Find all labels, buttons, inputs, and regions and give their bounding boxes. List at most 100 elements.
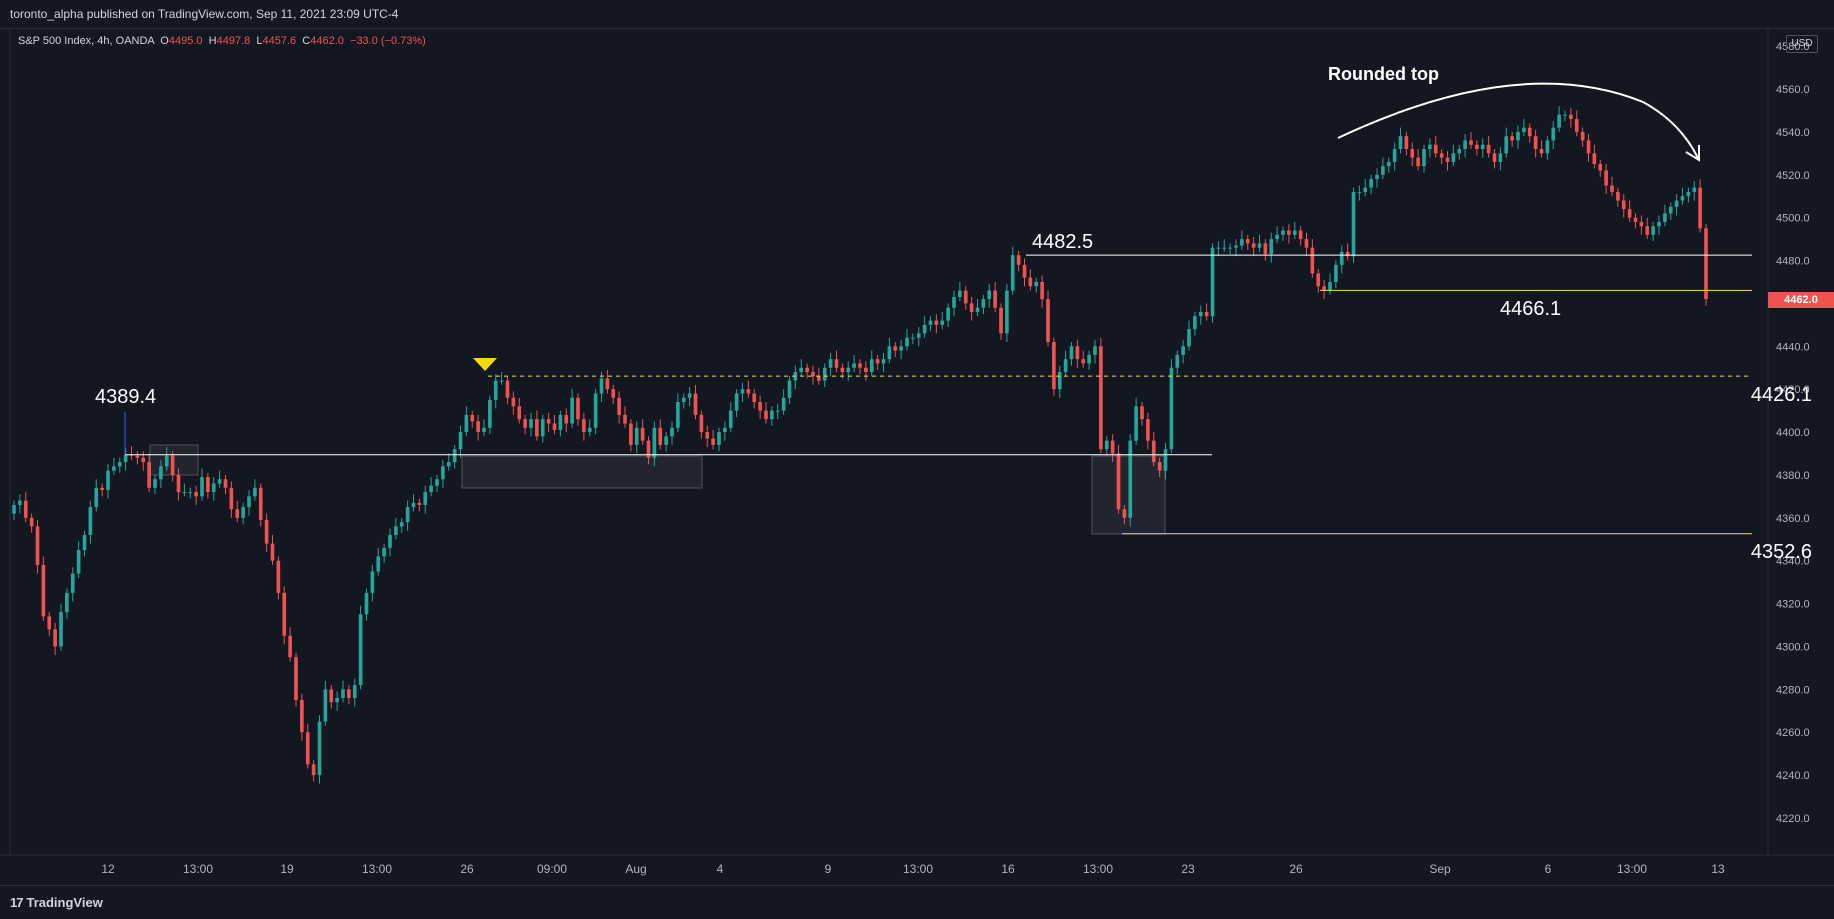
candle-body bbox=[1357, 191, 1362, 193]
candle-body bbox=[1263, 243, 1268, 255]
y-tick-label: 4360.0 bbox=[1776, 513, 1810, 525]
candle-body bbox=[1257, 243, 1262, 248]
candle-body bbox=[1569, 114, 1573, 120]
candle-body bbox=[1574, 119, 1579, 132]
candle-body bbox=[335, 697, 339, 703]
candle-body bbox=[1345, 251, 1350, 257]
candle-body bbox=[529, 419, 533, 428]
candle-body bbox=[1451, 153, 1456, 162]
x-tick-label: 09:00 bbox=[537, 862, 567, 876]
candle-body bbox=[1234, 245, 1238, 248]
candle-body bbox=[70, 573, 75, 593]
candle-body bbox=[1369, 179, 1373, 188]
candle-body bbox=[717, 432, 721, 445]
candle-body bbox=[699, 414, 704, 433]
x-tick-label: 12 bbox=[101, 862, 115, 876]
candle-body bbox=[1439, 153, 1444, 158]
publish-header: toronto_alpha published on TradingView.c… bbox=[0, 0, 1834, 29]
candle-body bbox=[411, 502, 416, 508]
open-label: O bbox=[160, 35, 169, 47]
x-tick-label: 9 bbox=[825, 862, 832, 876]
candle-body bbox=[147, 462, 151, 488]
candle-body bbox=[282, 592, 287, 636]
x-tick-label: 26 bbox=[460, 862, 474, 876]
candle-body bbox=[1087, 354, 1091, 364]
x-tick-label: 16 bbox=[1001, 862, 1015, 876]
candle-body bbox=[723, 427, 727, 433]
candle-body bbox=[1498, 153, 1503, 162]
x-tick-label: 13 bbox=[1711, 862, 1725, 876]
candle-body bbox=[1686, 191, 1691, 197]
level-label-4389-4: 4389.4 bbox=[95, 386, 156, 408]
candle-body bbox=[1005, 290, 1009, 334]
candle-body bbox=[1157, 462, 1162, 471]
candle-body bbox=[1668, 206, 1673, 214]
candle-body bbox=[76, 549, 81, 574]
y-tick-label: 4480.0 bbox=[1776, 256, 1810, 268]
candle-body bbox=[1463, 140, 1467, 150]
candle-body bbox=[511, 397, 516, 407]
candle-body bbox=[1657, 221, 1661, 227]
candle-body bbox=[1398, 136, 1403, 150]
candle-body bbox=[875, 359, 880, 364]
candle-body bbox=[811, 372, 815, 377]
candle-body bbox=[1010, 255, 1015, 291]
candle-body bbox=[1304, 239, 1309, 248]
close-label: C bbox=[302, 35, 311, 47]
candle-body bbox=[1480, 144, 1485, 150]
candle-body bbox=[1381, 166, 1385, 175]
candle-body bbox=[981, 299, 986, 308]
candle-body bbox=[123, 454, 128, 463]
candle-body bbox=[1198, 311, 1203, 317]
candle-body bbox=[1551, 127, 1556, 141]
candle-body bbox=[47, 616, 52, 630]
candle-body bbox=[1510, 136, 1514, 141]
x-tick-label: 23 bbox=[1181, 862, 1195, 876]
candle-body bbox=[441, 466, 445, 480]
candle-body bbox=[488, 399, 492, 428]
candle-body bbox=[1704, 228, 1708, 300]
candle-body bbox=[576, 397, 580, 420]
candle-body bbox=[1539, 149, 1544, 154]
candle-body bbox=[1251, 243, 1256, 248]
candle-body bbox=[1604, 170, 1608, 186]
candle-body bbox=[1240, 239, 1244, 246]
candle-body bbox=[135, 455, 140, 458]
candle-body bbox=[869, 359, 874, 373]
candle-body bbox=[681, 397, 686, 403]
candle-body bbox=[1516, 131, 1520, 141]
level-label-4426-1: 4426.1 bbox=[1751, 384, 1812, 406]
candle-body bbox=[629, 423, 633, 445]
candle-body bbox=[1281, 230, 1285, 235]
candle-body bbox=[65, 592, 69, 613]
candle-body bbox=[1469, 140, 1473, 145]
candle-body bbox=[640, 427, 645, 441]
candle-body bbox=[1610, 185, 1614, 192]
candle-body bbox=[758, 402, 762, 411]
candle-body bbox=[41, 564, 46, 617]
candle-body bbox=[764, 410, 768, 420]
candle-body bbox=[1527, 127, 1532, 137]
candle-body bbox=[499, 380, 504, 382]
candle-body bbox=[828, 359, 833, 368]
rounded-top-note: Rounded top bbox=[1328, 64, 1439, 84]
candle-body bbox=[153, 479, 157, 488]
candle-body bbox=[505, 380, 510, 398]
candle-body bbox=[1533, 136, 1538, 150]
currency-button[interactable]: USD bbox=[1786, 35, 1818, 53]
candle-body bbox=[1046, 299, 1050, 343]
candle-body bbox=[458, 432, 463, 450]
candle-body bbox=[905, 337, 909, 347]
candle-body bbox=[1204, 311, 1209, 317]
candle-body bbox=[141, 457, 146, 463]
candle-body bbox=[294, 657, 298, 701]
tradingview-logo[interactable]: 17 TradingView bbox=[10, 895, 103, 910]
candle-body bbox=[1104, 440, 1109, 450]
candle-body bbox=[241, 507, 245, 518]
candle-body bbox=[787, 380, 792, 398]
candle-body bbox=[611, 389, 616, 398]
candle-body bbox=[247, 496, 251, 508]
price-chart[interactable]: 4220.0 4240.0 4260.0 4280.0 4300.0 4320.0 4340… bbox=[0, 0, 1834, 885]
candle-body bbox=[1563, 114, 1567, 116]
y-tick-label: 4320.0 bbox=[1776, 599, 1810, 611]
